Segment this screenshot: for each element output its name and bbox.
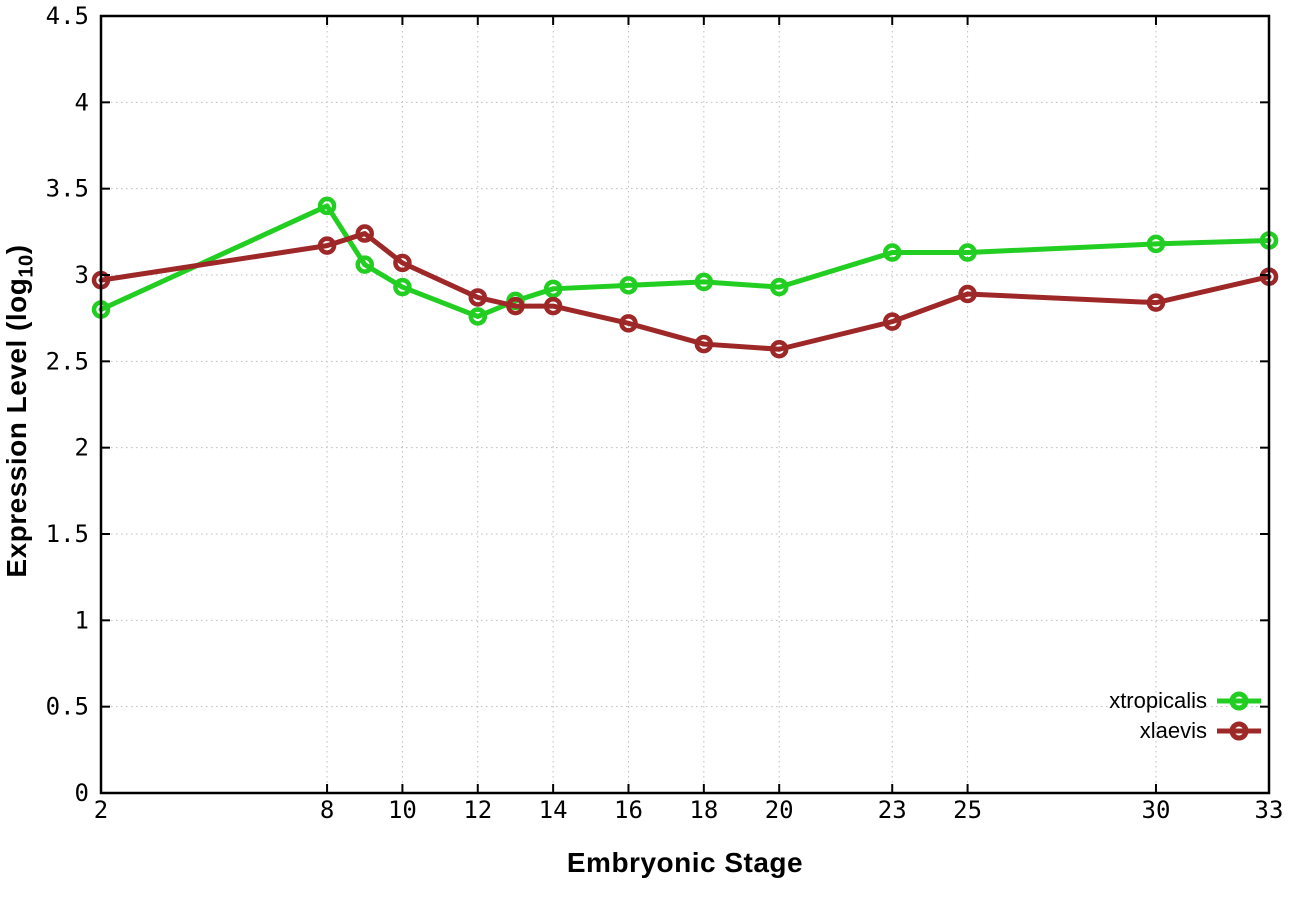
x-tick-label: 18 bbox=[689, 796, 718, 824]
x-tick-label: 12 bbox=[463, 796, 492, 824]
x-tick-label: 30 bbox=[1142, 796, 1171, 824]
data-point-xlaevis bbox=[958, 284, 977, 304]
y-axis-title-close: ) bbox=[1, 244, 32, 255]
data-point-xlaevis bbox=[317, 236, 337, 255]
data-point-xtropicalis bbox=[1146, 234, 1166, 254]
legend-item-xtropicalis: xtropicalis bbox=[1109, 686, 1262, 716]
data-point-xlaevis bbox=[619, 314, 638, 333]
x-tick-label: 23 bbox=[878, 796, 907, 824]
data-point-xtropicalis bbox=[958, 243, 977, 262]
series-line-xlaevis bbox=[98, 231, 1272, 352]
y-tick-label: 1.5 bbox=[46, 520, 89, 548]
x-tick-label: 20 bbox=[765, 796, 794, 824]
y-axis-title: Expression Level (log10) bbox=[1, 161, 43, 661]
data-point-xtropicalis bbox=[317, 196, 337, 216]
series-marker-icon bbox=[1217, 721, 1261, 741]
data-point-xtropicalis bbox=[882, 243, 902, 262]
series-marker-icon bbox=[1217, 691, 1261, 711]
data-point-xlaevis bbox=[694, 334, 714, 354]
data-point-xlaevis bbox=[882, 312, 902, 331]
y-tick-label: 3.5 bbox=[46, 175, 89, 203]
data-point-xtropicalis bbox=[694, 272, 714, 292]
y-tick-label: 0.5 bbox=[46, 693, 89, 721]
y-tick-label: 4 bbox=[75, 88, 89, 116]
legend-label: xtropicalis bbox=[1109, 688, 1207, 713]
y-axis-title-subscript: 10 bbox=[15, 254, 38, 278]
y-axis-title-text: Expression Level (log bbox=[1, 277, 32, 578]
legend-item-xlaevis: xlaevis bbox=[1109, 716, 1262, 746]
y-tick-label: 2 bbox=[75, 434, 89, 462]
x-axis-title: Embryonic Stage bbox=[566, 847, 804, 878]
y-tick-label: 4.5 bbox=[46, 2, 89, 30]
x-tick-label: 14 bbox=[539, 796, 568, 824]
x-tick-label: 10 bbox=[388, 796, 417, 824]
legend-label: xlaevis bbox=[1139, 718, 1207, 743]
data-point-xtropicalis bbox=[619, 276, 638, 295]
x-tick-label: 25 bbox=[953, 796, 982, 824]
y-tick-label: 2.5 bbox=[46, 347, 89, 375]
y-tick-label: 1 bbox=[75, 606, 89, 634]
data-point-xtropicalis bbox=[543, 279, 563, 299]
data-point-xlaevis bbox=[543, 296, 563, 316]
x-tick-label: 2 bbox=[94, 796, 108, 824]
data-point-xlaevis bbox=[769, 339, 789, 359]
data-point-xlaevis bbox=[506, 296, 525, 316]
data-point-xtropicalis bbox=[769, 277, 789, 297]
data-point-xtropicalis bbox=[468, 307, 488, 326]
data-point-xlaevis bbox=[1146, 293, 1166, 312]
plot-border bbox=[99, 14, 1271, 795]
data-point-xlaevis bbox=[468, 288, 488, 307]
y-tick-label: 0 bbox=[75, 779, 89, 807]
x-tick-label: 33 bbox=[1255, 796, 1284, 824]
data-point-xtropicalis bbox=[393, 277, 412, 297]
x-tick-label: 8 bbox=[320, 796, 334, 824]
x-tick-label: 16 bbox=[614, 796, 643, 824]
data-point-xlaevis bbox=[393, 253, 412, 273]
legend: xtropicalis xlaevis bbox=[1109, 686, 1262, 746]
data-point-xlaevis bbox=[355, 224, 374, 243]
y-tick-label: 3 bbox=[75, 261, 89, 289]
data-point-xtropicalis bbox=[355, 255, 374, 274]
